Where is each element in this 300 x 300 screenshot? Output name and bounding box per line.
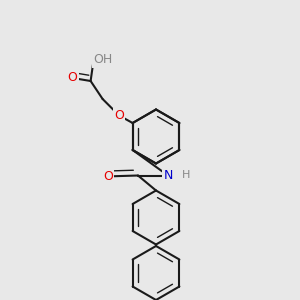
Text: O: O xyxy=(114,109,124,122)
Text: N: N xyxy=(163,169,173,182)
Text: H: H xyxy=(182,170,190,181)
Text: OH: OH xyxy=(94,53,113,67)
Text: O: O xyxy=(103,170,113,183)
Text: O: O xyxy=(68,71,78,85)
